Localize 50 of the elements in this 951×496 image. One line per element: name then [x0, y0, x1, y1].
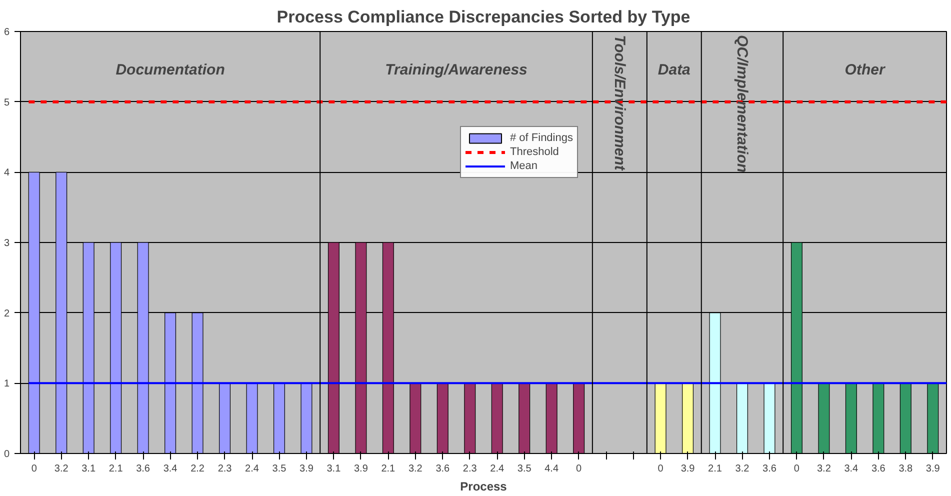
x-tick-label: 2.2 — [190, 464, 205, 474]
y-tick-label: 1 — [4, 378, 10, 390]
y-tick-label: 5 — [4, 97, 10, 108]
x-tick-label: 3.4 — [844, 464, 859, 474]
x-axis-title: Process — [460, 480, 508, 494]
y-tick-label: 6 — [4, 27, 10, 38]
x-tick-label: 4.4 — [544, 464, 559, 474]
x-tick-label: 2.4 — [245, 464, 260, 474]
chart-title: Process Compliance Discrepancies Sorted by Type — [276, 8, 690, 26]
x-tick-label: 3.5 — [272, 464, 287, 474]
x-tick-label: 3.2 — [735, 464, 750, 474]
legend-label: Threshold — [510, 145, 559, 159]
y-tick-label: 4 — [4, 168, 10, 179]
x-tick-label: 0 — [794, 464, 800, 474]
x-tick-label: 2.4 — [490, 464, 505, 474]
y-tick-label: 3 — [4, 238, 10, 249]
x-tick-label: 3.2 — [408, 464, 423, 474]
x-tick-label: 2.3 — [218, 464, 232, 474]
x-tick-label: 2.1 — [708, 464, 722, 474]
annotation: Data — [658, 62, 690, 79]
annotation: QC/Implementation — [734, 35, 751, 173]
x-tick-label: 3.1 — [326, 464, 342, 474]
x-tick-label: 3.9 — [926, 464, 940, 474]
annotation: Documentation — [116, 62, 225, 79]
x-tick-label: 3.6 — [136, 464, 150, 474]
x-tick-label: 3.1 — [82, 464, 96, 474]
annotation: Tools/Environment — [611, 35, 628, 172]
x-tick-label: 2.3 — [462, 464, 478, 474]
x-tick-label: 3.2 — [54, 464, 69, 474]
x-tick-label: 3.8 — [898, 464, 914, 474]
x-tick-label: 0 — [576, 464, 582, 474]
x-tick-label: 3.6 — [871, 464, 886, 474]
x-tick-label: 2.1 — [381, 464, 396, 474]
x-tick-label: 3.9 — [680, 464, 696, 474]
x-tick-label: 0 — [31, 464, 38, 474]
x-tick-label: 3.6 — [436, 464, 450, 474]
x-tick-label: 3.9 — [354, 464, 368, 474]
x-tick-label: 3.5 — [517, 464, 532, 474]
annotation: Training/Awareness — [385, 62, 528, 79]
y-tick-label: 2 — [4, 308, 10, 320]
x-tick-label: 3.2 — [816, 464, 832, 474]
x-tick-label: 0 — [658, 464, 664, 474]
x-tick-label: 2.1 — [108, 464, 124, 474]
x-tick-label: 3.4 — [163, 464, 178, 474]
y-tick-label: 0 — [4, 449, 10, 460]
legend-label: Mean — [510, 159, 538, 173]
legend-label: # of Findings — [510, 131, 573, 145]
x-tick-label: 3.6 — [762, 464, 777, 474]
annotation: Other — [844, 62, 886, 79]
x-tick-label: 3.9 — [300, 464, 314, 474]
